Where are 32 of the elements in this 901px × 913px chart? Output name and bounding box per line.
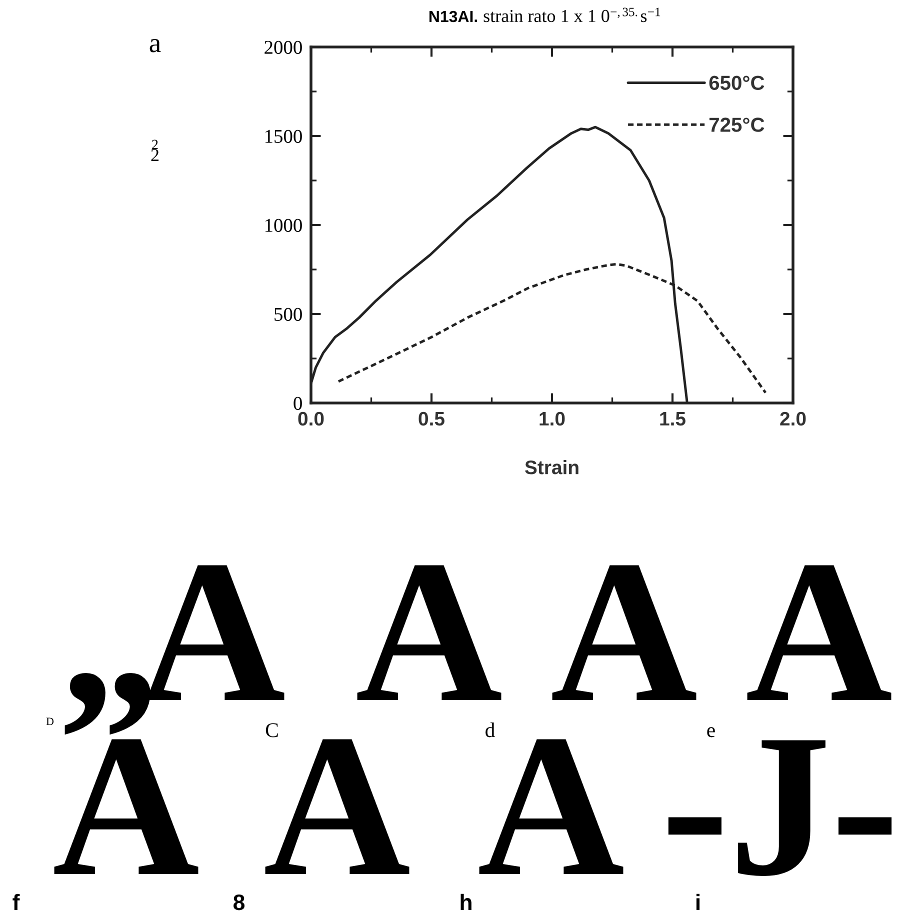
legend-label: 650°C [709,76,764,90]
x-axis-title: Strain [525,460,578,474]
text: A [265,739,410,874]
y-tick-label: 2000 [264,40,302,54]
y-tick-label: 1000 [265,218,302,232]
x-tick-label: 0.0 [298,412,324,426]
text: f [12,894,20,910]
y-tick-label: 1500 [265,130,302,143]
text: A [479,739,624,874]
text: A [54,739,198,874]
legend-label: 725°C [709,118,764,132]
text: 2 [151,149,159,161]
text: 8 [234,894,244,910]
text: D [46,718,54,726]
text: d [486,722,495,738]
x-tick-label: 1.5 [660,412,686,426]
text: A [552,565,696,700]
chart-title: N13AI. strain rato 1 x 1 0$^{−,35.}$s$^{−1}$ [429,8,660,22]
x-tick-label: 1.0 [540,412,565,426]
text: C [266,723,278,738]
text: i [696,894,700,910]
x-tick-label: 2.0 [780,412,806,426]
text: e [707,727,715,738]
text: -J- [668,740,892,876]
text: 2 [152,140,158,149]
text: a [150,38,161,52]
x-tick-label: 0.5 [418,412,444,426]
text: h [460,894,472,910]
y-tick-label: 500 [274,308,302,321]
text: A [357,565,502,700]
y-tick-label: 0 [294,396,302,410]
text: A [747,565,892,700]
